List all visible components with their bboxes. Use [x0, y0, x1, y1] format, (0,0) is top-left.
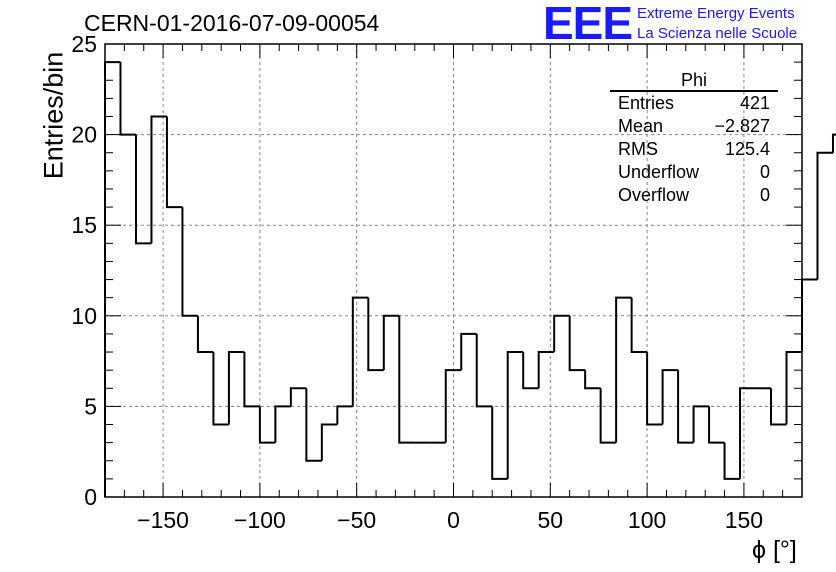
eee-logo: EEE	[543, 0, 633, 49]
histogram-bin	[351, 296, 369, 407]
stats-label: Entries	[618, 93, 675, 113]
stats-label: Overflow	[618, 185, 690, 205]
histogram-bin	[584, 370, 601, 390]
stats-row-underflow: Underflow 0	[610, 161, 778, 184]
y-axis-label: Entries/bin	[38, 51, 69, 180]
y-tick-label: 25	[71, 31, 97, 57]
histogram-bin	[522, 352, 539, 390]
histogram-bin	[289, 387, 307, 407]
x-tick-label: 150	[725, 507, 763, 533]
histogram-bin	[165, 116, 183, 209]
x-tick-label: −150	[137, 507, 189, 533]
stats-row-entries: Entries 421	[610, 92, 778, 115]
histogram-bin	[506, 351, 524, 479]
stats-row-rms: RMS 125.4	[610, 138, 778, 161]
histogram-bin	[692, 405, 710, 443]
logo-caption-line2: La Scienza nelle Scuole	[637, 25, 798, 42]
histogram-bin	[630, 297, 648, 354]
stats-row-overflow: Overflow 0	[610, 184, 778, 207]
y-tick-label: 15	[71, 212, 97, 238]
y-tick-label: 0	[84, 484, 97, 510]
histogram-bin	[274, 405, 291, 443]
histogram-bin	[382, 314, 400, 371]
stats-value: 421	[739, 93, 770, 113]
histogram-bin	[460, 332, 477, 371]
histogram-bin	[677, 370, 694, 444]
histogram-bin	[553, 314, 570, 353]
histogram-bin	[305, 388, 322, 462]
histogram-bin	[196, 315, 214, 354]
histogram-bin	[708, 406, 725, 444]
histogram-bin	[181, 207, 198, 317]
histogram-bin	[491, 406, 508, 480]
histogram-bin	[599, 388, 617, 444]
histogram-bin	[212, 352, 229, 426]
histogram-bin	[723, 442, 741, 480]
stats-box: Phi Entries 421 Mean −2.827 RMS 125.4 Un…	[610, 70, 778, 207]
histogram-bin	[475, 333, 493, 408]
stats-value: 0	[759, 185, 770, 205]
histogram-bin	[243, 352, 260, 408]
histogram-bin	[398, 315, 415, 444]
y-tick-label: 10	[71, 303, 97, 329]
y-tick-label: 20	[71, 122, 97, 148]
stats-label: Underflow	[618, 162, 700, 182]
histogram-bin	[831, 133, 836, 153]
histogram-bin	[336, 405, 353, 425]
histogram-bin	[227, 351, 245, 425]
x-axis-label: ϕ [°]	[752, 536, 797, 564]
stats-value: −2.827	[714, 116, 770, 136]
stats-label: Mean	[618, 116, 664, 136]
x-tick-label: −100	[234, 507, 286, 533]
histogram-bin	[770, 388, 787, 426]
stats-title: Phi	[610, 70, 778, 92]
histogram-bin	[816, 151, 833, 280]
histogram-bin	[119, 62, 136, 136]
histogram-bin	[367, 297, 384, 372]
histogram-bin	[739, 387, 756, 479]
x-tick-label: 50	[538, 507, 564, 533]
histogram-bin	[444, 369, 462, 443]
histogram-bin	[537, 351, 555, 389]
histogram-bin	[801, 278, 818, 353]
histogram-bin	[134, 134, 152, 245]
stats-value: 125.4	[724, 139, 770, 159]
x-tick-label: 0	[447, 507, 460, 533]
histogram-bin	[615, 296, 632, 443]
stats-value: 0	[759, 162, 770, 182]
y-tick-label: 5	[84, 393, 97, 419]
histogram-bin	[661, 369, 679, 425]
stats-label: RMS	[618, 139, 658, 159]
histogram-bin	[150, 115, 167, 244]
histogram-bin	[320, 423, 338, 461]
logo-caption-line1: Extreme Energy Events	[637, 5, 795, 22]
histogram-bin	[568, 315, 586, 372]
stats-row-mean: Mean −2.827	[610, 115, 778, 138]
histogram-bin	[258, 406, 276, 444]
x-tick-label: 100	[628, 507, 666, 533]
x-tick-label: −50	[337, 507, 376, 533]
chart-title: CERN-01-2016-07-09-00054	[84, 10, 380, 36]
histogram-bin	[646, 352, 663, 426]
